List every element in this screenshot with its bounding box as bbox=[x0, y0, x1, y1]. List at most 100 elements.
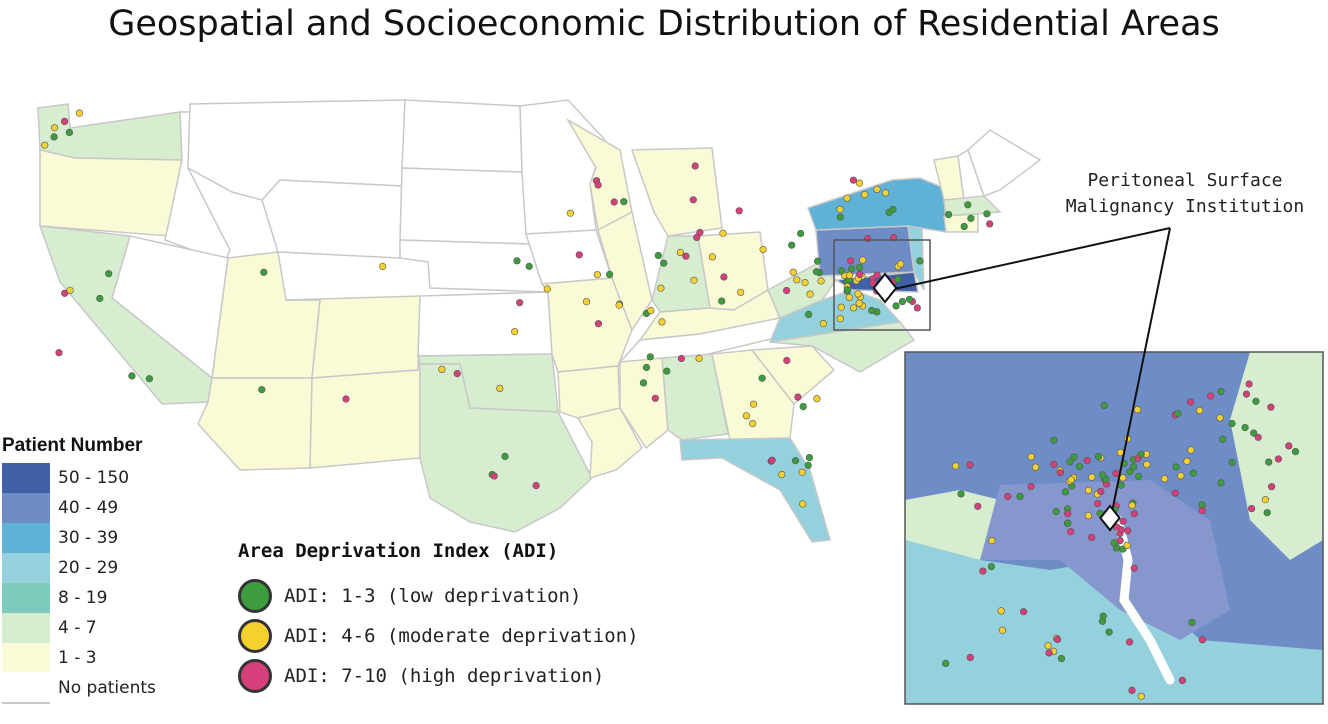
patient-dot bbox=[658, 318, 666, 326]
patient-dot bbox=[1217, 479, 1225, 487]
patient-dot bbox=[654, 251, 662, 260]
patient-dot bbox=[898, 298, 907, 306]
patient-dot bbox=[1130, 510, 1138, 518]
patient-dot bbox=[1178, 676, 1186, 685]
patient-dot bbox=[55, 349, 63, 357]
institution-markers bbox=[833, 227, 1171, 532]
state-minnesota bbox=[519, 99, 606, 235]
patient-dot bbox=[1112, 469, 1120, 478]
state-south-carolina bbox=[750, 345, 836, 406]
patient-dot bbox=[957, 490, 965, 498]
patient-dot bbox=[794, 393, 802, 401]
patient-dot bbox=[742, 412, 751, 420]
state-massachusetts bbox=[943, 195, 1002, 217]
patient-dot bbox=[145, 375, 153, 383]
patient-dot bbox=[1094, 453, 1103, 461]
patient-number-bin: 50 - 150 bbox=[2, 463, 156, 493]
patient-number-bin: 20 - 29 bbox=[2, 553, 156, 583]
patient-dot bbox=[50, 133, 58, 141]
patient-dot bbox=[987, 562, 996, 571]
patient-dot bbox=[501, 452, 509, 461]
patient-number-bin-label: 40 - 49 bbox=[58, 498, 119, 518]
state-maine bbox=[967, 129, 1042, 197]
state-south-dakota bbox=[399, 167, 531, 245]
patient-dot bbox=[1241, 424, 1249, 432]
patient-dot bbox=[966, 461, 974, 469]
patient-dot bbox=[759, 245, 767, 254]
adi-category: ADI: 7-10 (high deprivation) bbox=[238, 656, 639, 696]
patient-number-bin-label: 20 - 29 bbox=[58, 558, 119, 578]
patient-dot bbox=[1198, 636, 1206, 644]
patient-dot bbox=[960, 222, 968, 231]
patient-dot bbox=[1097, 487, 1105, 496]
patient-dot bbox=[1128, 686, 1136, 695]
patient-dot bbox=[1261, 496, 1269, 504]
patient-number-legend: Patient Number 50 - 150 40 - 49 30 - 39 20 … bbox=[2, 435, 156, 704]
patient-dot bbox=[1198, 506, 1206, 515]
patient-dot bbox=[677, 354, 686, 363]
patient-dot bbox=[873, 185, 881, 193]
patient-dot bbox=[864, 235, 872, 243]
patient-dot bbox=[1123, 541, 1131, 550]
patient-dot bbox=[660, 259, 668, 267]
patient-dot bbox=[1195, 406, 1204, 415]
patient-dot bbox=[676, 248, 685, 256]
patient-dot bbox=[837, 303, 845, 311]
patient-dot bbox=[1228, 459, 1236, 467]
patient-dot bbox=[1004, 492, 1012, 501]
patient-dot bbox=[1137, 450, 1145, 458]
patient-dot bbox=[1119, 517, 1127, 525]
patient-dot bbox=[1130, 564, 1138, 572]
patient-dot bbox=[647, 306, 655, 315]
patient-dot bbox=[843, 194, 851, 202]
patient-dot bbox=[646, 353, 654, 361]
patient-dot bbox=[988, 536, 996, 545]
patient-dot bbox=[1075, 463, 1083, 471]
patient-dot bbox=[566, 209, 575, 217]
patient-dot bbox=[708, 253, 717, 261]
patient-dot bbox=[605, 270, 614, 279]
patient-dot bbox=[1052, 507, 1060, 516]
patient-dot bbox=[75, 109, 83, 117]
patient-dot bbox=[1057, 654, 1066, 663]
state-illinois bbox=[597, 210, 653, 332]
patient-dot bbox=[796, 229, 805, 238]
patient-dot bbox=[905, 295, 914, 303]
patient-dot bbox=[768, 456, 776, 464]
patient-dot bbox=[789, 268, 797, 276]
institution-label-line1: Peritoneal Surface bbox=[1087, 170, 1283, 191]
patient-dot bbox=[1067, 528, 1075, 536]
patient-dot bbox=[1019, 608, 1028, 616]
state-wyoming bbox=[261, 179, 403, 259]
patient-dot bbox=[847, 265, 856, 273]
patient-dot bbox=[1135, 472, 1143, 481]
patient-dot bbox=[967, 214, 975, 222]
patient-dot bbox=[799, 500, 807, 508]
inset-region-va bbox=[905, 540, 1323, 704]
patient-dot bbox=[620, 198, 628, 206]
patient-dot bbox=[663, 367, 671, 375]
patient-dot bbox=[1056, 469, 1064, 477]
patient-number-swatch bbox=[2, 583, 50, 613]
map-title: Geospatial and Socioeconomic Distributio… bbox=[108, 4, 1220, 44]
patient-dot bbox=[543, 285, 551, 293]
patient-dot bbox=[1088, 473, 1096, 481]
patient-dot bbox=[942, 659, 950, 668]
patient-dot bbox=[690, 276, 698, 284]
institution-marker-icon bbox=[872, 272, 898, 304]
state-florida bbox=[679, 437, 831, 543]
patient-dot bbox=[1188, 618, 1196, 627]
patient-dot bbox=[749, 400, 758, 408]
patient-dot bbox=[1125, 638, 1134, 646]
patient-dot bbox=[964, 201, 972, 209]
patient-number-swatch bbox=[2, 493, 50, 523]
state-alabama bbox=[661, 353, 729, 441]
patient-dot bbox=[532, 482, 540, 490]
patient-dot bbox=[1050, 460, 1058, 468]
patient-dot bbox=[913, 304, 921, 312]
patient-dot bbox=[1027, 483, 1035, 491]
patient-dot bbox=[916, 257, 924, 265]
adi-category-label: ADI: 1-3 (low deprivation) bbox=[284, 585, 582, 607]
patient-dot bbox=[1189, 469, 1197, 477]
patient-dot bbox=[974, 502, 982, 510]
